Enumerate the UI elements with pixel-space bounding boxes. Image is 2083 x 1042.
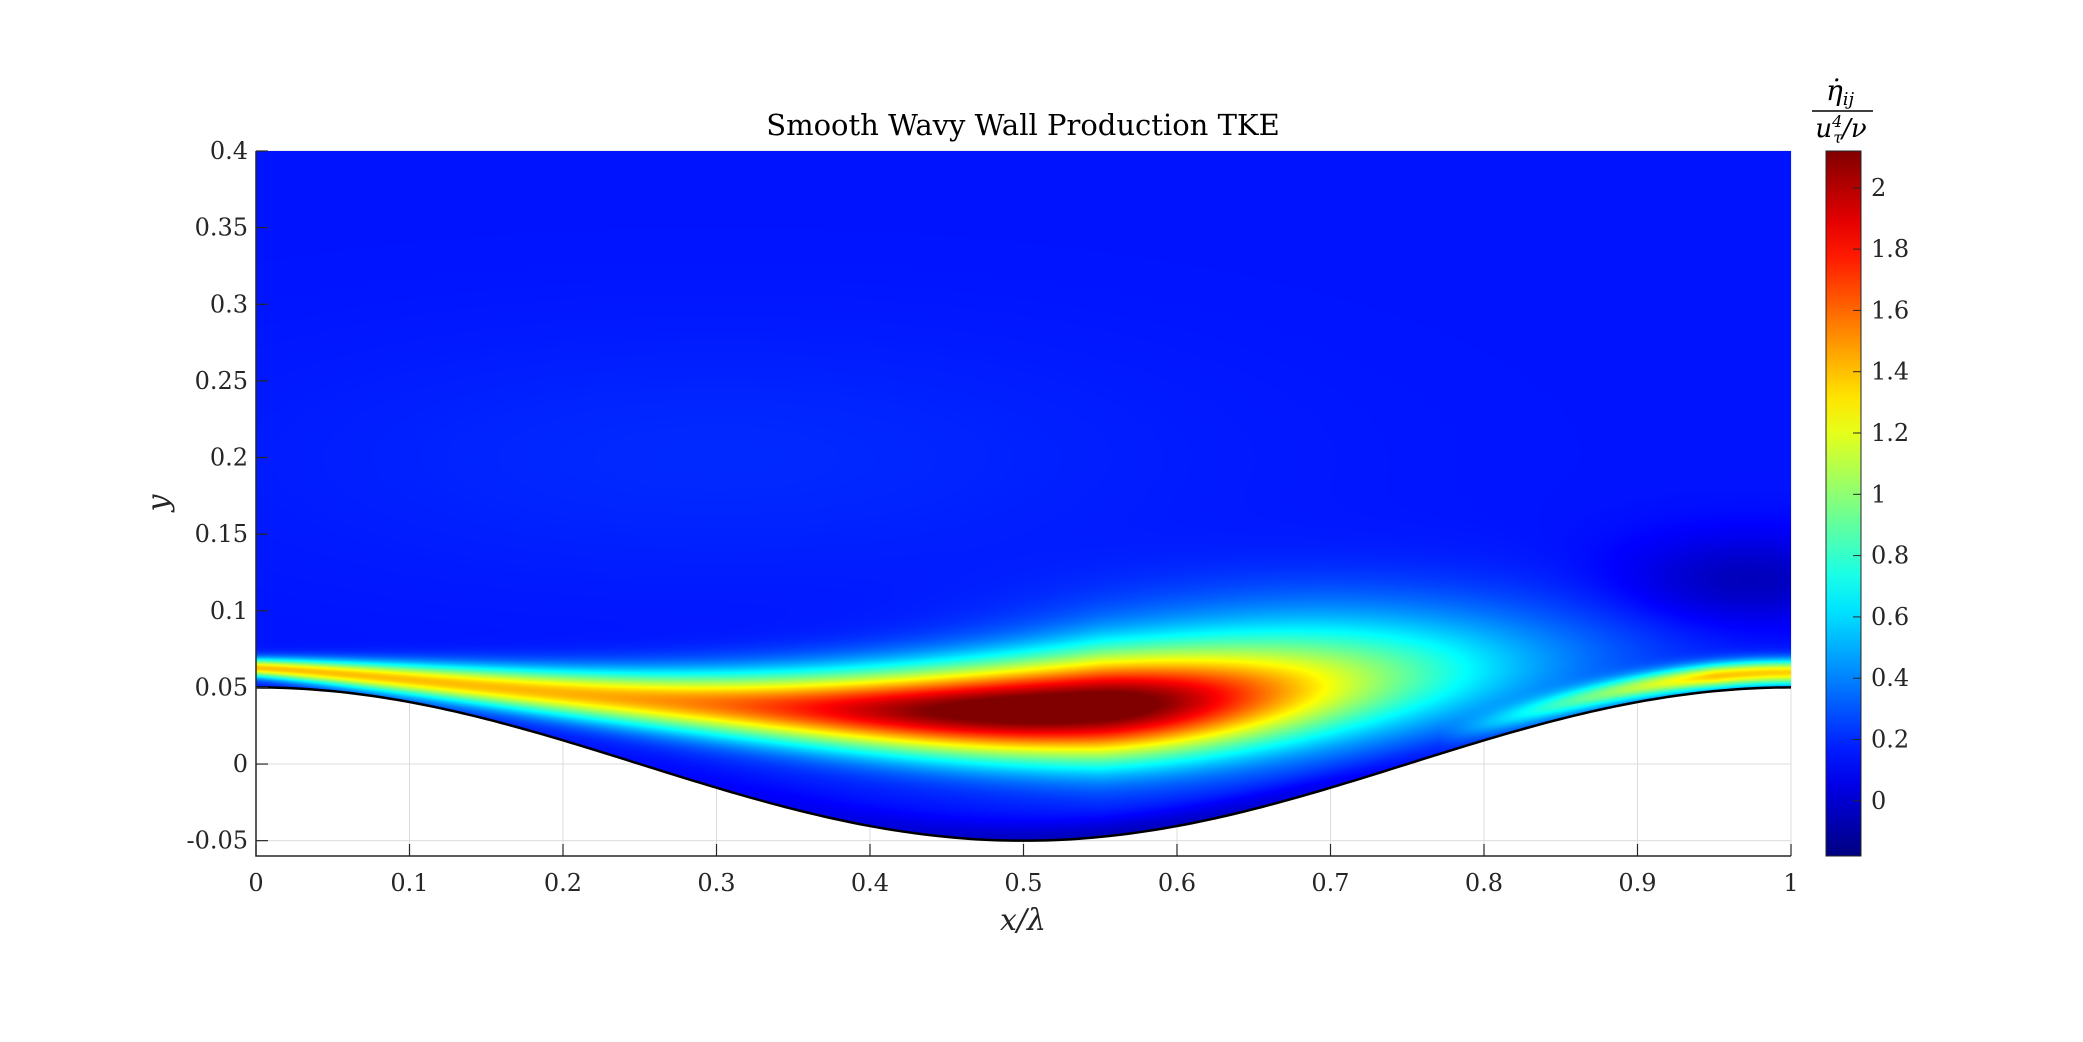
colorbar-tick-label: 0: [1871, 787, 1886, 815]
x-tick-label: 0: [248, 869, 263, 897]
y-tick-label: 0.05: [195, 673, 248, 701]
colorbar-label-denominator: u4 τ/ν: [1815, 112, 1867, 147]
x-tick-label: 0.7: [1311, 869, 1349, 897]
colorbar-ticks: 0 0.2 0.4 0.6 0.8 1 1.2 1.4 1.6 1.8 2: [1853, 174, 1909, 815]
colorbar-tick-label: 0.4: [1871, 664, 1909, 692]
colorbar-tick-label: 2: [1871, 174, 1886, 202]
colorbar-label-numerator: η̇ij: [1826, 74, 1855, 110]
chart-title: Smooth Wavy Wall Production TKE: [766, 108, 1280, 142]
colorbar-tick-label: 0.8: [1871, 542, 1909, 570]
y-tick-label: 0.3: [210, 290, 248, 318]
colorbar-tick-label: 0.6: [1871, 603, 1909, 631]
plot-area: 0 0.1 0.2 0.3 0.4 0.5 0.6 0.7 0.8 0.9 1 -0.0500.05…: [186, 137, 1798, 897]
x-tick-label: 0.4: [851, 869, 889, 897]
x-axis-label: x/λ: [1000, 903, 1046, 938]
y-axis-label: y: [141, 493, 176, 513]
y-tick-label: 0.4: [210, 137, 248, 165]
y-tick-label: 0.35: [195, 214, 248, 242]
colorbar-label: η̇ij u4 τ/ν: [1812, 74, 1873, 147]
y-tick-label: 0.1: [210, 597, 248, 625]
x-axis-ticks: 0 0.1 0.2 0.3 0.4 0.5 0.6 0.7 0.8 0.9 1: [248, 844, 1799, 897]
y-tick-label: -0.05: [186, 827, 248, 855]
x-tick-label: 0.2: [544, 869, 582, 897]
x-tick-label: 1: [1783, 869, 1798, 897]
colorbar-tick-label: 1.6: [1871, 296, 1909, 324]
y-tick-label: 0.2: [210, 444, 248, 472]
colorbar: 0 0.2 0.4 0.6 0.8 1 1.2 1.4 1.6 1.8 2 η̇ij u4 τ/ν: [1812, 74, 1909, 857]
colorbar-tick-label: 1.8: [1871, 235, 1909, 263]
y-axis-ticks: -0.05 0 0.05 0.1 0.15 0.2 0.25 0.3 0.35 0.4: [186, 137, 268, 855]
y-tick-label: 0.15: [195, 520, 248, 548]
x-tick-label: 0.8: [1465, 869, 1503, 897]
wavy-wall-curve: [256, 686, 1791, 842]
colorbar-gradient: [1825, 150, 1862, 857]
x-tick-label: 0.5: [1004, 869, 1042, 897]
x-tick-label: 0.1: [390, 869, 428, 897]
y-tick-label: 0.25: [195, 367, 248, 395]
x-tick-label: 0.3: [697, 869, 735, 897]
y-tick-label: 0: [233, 750, 248, 778]
x-tick-label: 0.9: [1618, 869, 1656, 897]
colorbar-tick-label: 1.4: [1871, 358, 1909, 386]
colorbar-tick-label: 1: [1871, 480, 1886, 508]
x-tick-label: 0.6: [1158, 869, 1196, 897]
colorbar-tick-label: 0.2: [1871, 726, 1909, 754]
colorbar-tick-label: 1.2: [1871, 419, 1909, 447]
